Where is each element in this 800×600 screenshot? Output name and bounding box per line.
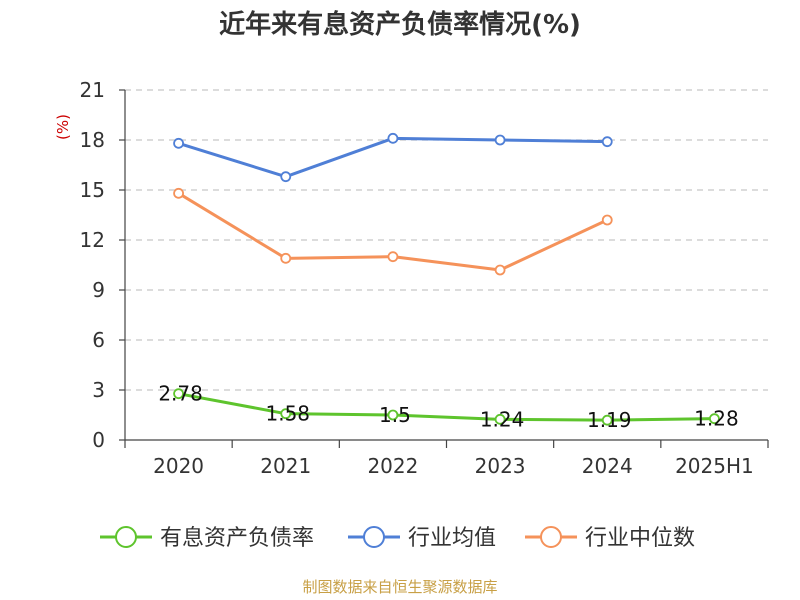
- series-2-point: [280, 252, 292, 264]
- x-tick-label: 2021: [260, 454, 311, 478]
- data-labels: 2.78 1.58 1.5 1.24 1.19 1.28: [158, 382, 738, 433]
- y-tick-label: 15: [80, 178, 105, 202]
- x-tick-label: 2025H1: [675, 454, 754, 478]
- series-1-point: [494, 134, 506, 146]
- series-layer: [173, 132, 720, 426]
- legend-swatch-marker: [363, 526, 385, 548]
- y-tick-label: 12: [80, 228, 105, 252]
- series-2-point: [601, 214, 613, 226]
- axes: 0 3 6 9 12 15 18 21 2020 2021 2022 2023 2024 2025H1: [80, 78, 769, 478]
- series-0-point: [709, 413, 720, 425]
- y-tick-label: 6: [92, 328, 105, 352]
- series-line-1: [178, 136, 608, 179]
- y-tick-label: 9: [92, 278, 105, 302]
- data-label: 1.24: [480, 407, 525, 431]
- series-2-point: [387, 251, 399, 263]
- legend-item-2: 行业中位数: [525, 526, 695, 551]
- legend: 有息资产负债率 行业均值 行业中位数: [100, 526, 695, 551]
- series-1-point: [280, 171, 292, 183]
- legend-swatch-marker: [540, 526, 562, 548]
- x-tick-label: 2020: [153, 454, 204, 478]
- x-tick-label: 2023: [475, 454, 526, 478]
- x-tick-label: 2022: [367, 454, 418, 478]
- grid-lines: [125, 89, 768, 391]
- y-tick-label: 21: [80, 78, 105, 102]
- series-0-point: [280, 408, 292, 420]
- y-tick-label: 18: [80, 128, 105, 152]
- y-tick-label: 3: [92, 378, 105, 402]
- series-line-0: [178, 392, 715, 422]
- series-0-point: [494, 413, 506, 425]
- series-1-point: [173, 137, 184, 149]
- legend-swatch-marker: [115, 526, 137, 548]
- legend-label: 有息资产负债率: [160, 526, 314, 551]
- legend-label: 行业均值: [408, 526, 496, 551]
- legend-label: 行业中位数: [585, 526, 695, 551]
- data-label: 1.58: [265, 402, 310, 426]
- series-1-point: [601, 136, 613, 148]
- x-tick-label: 2024: [582, 454, 633, 478]
- data-label: 1.19: [587, 408, 632, 432]
- series-1-point: [387, 132, 399, 144]
- legend-item-1: 行业均值: [348, 526, 496, 551]
- source-note: 制图数据来自恒生聚源数据库: [302, 578, 497, 596]
- series-0-point: [173, 388, 184, 400]
- series-0-point: [387, 409, 399, 421]
- chart-title: 近年来有息资产负债率情况(%): [219, 9, 581, 40]
- series-2-point: [494, 264, 506, 276]
- y-axis-unit-label: (%): [54, 114, 72, 140]
- series-2-point: [173, 187, 184, 199]
- legend-item-0: 有息资产负债率: [100, 526, 314, 551]
- y-tick-label: 0: [92, 428, 105, 452]
- data-label: 1.28: [694, 407, 739, 431]
- series-0-point: [601, 414, 613, 426]
- data-label: 2.78: [158, 382, 203, 406]
- data-label: 1.5: [379, 403, 411, 427]
